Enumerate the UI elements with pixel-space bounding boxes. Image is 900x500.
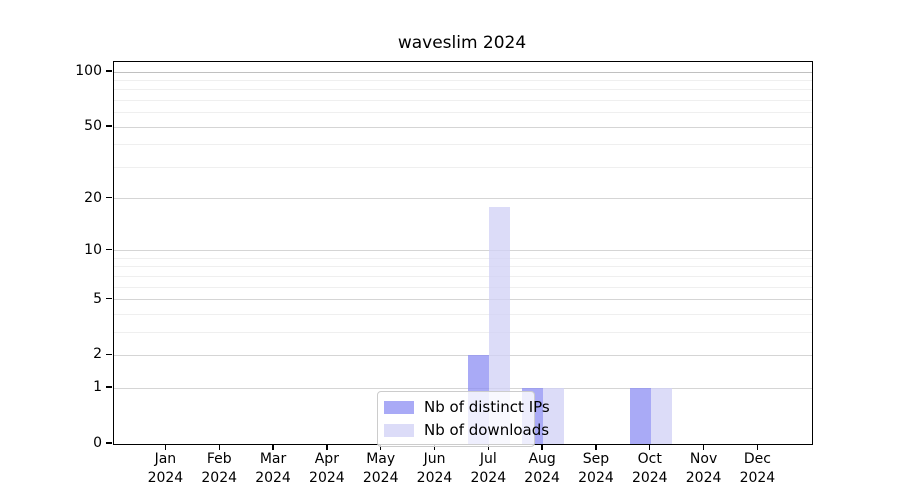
x-tick-label: Nov 2024: [685, 451, 722, 486]
x-axis-tick: [433, 444, 436, 450]
y-tick-label: 50: [84, 118, 102, 135]
legend-swatch-downloads: [384, 423, 414, 437]
x-axis-tick: [218, 444, 220, 450]
x-tick-label: Feb 2024: [201, 451, 238, 486]
x-axis-tick: [487, 444, 489, 450]
bar-downloads: [489, 206, 511, 444]
gridline-minor: [114, 313, 812, 315]
gridline-minor: [114, 286, 812, 288]
bar-downloads: [543, 388, 565, 444]
x-axis-tick: [164, 444, 167, 450]
bar-downloads: [650, 388, 672, 444]
y-axis-tick: [105, 196, 112, 199]
gridline-minor: [114, 99, 812, 101]
gridline-minor: [114, 266, 812, 268]
x-tick-label: Jan 2024: [147, 451, 184, 486]
x-tick-label: Sep 2024: [578, 451, 614, 486]
legend-item-downloads: Nb of downloads: [384, 421, 549, 439]
x-tick-label: May 2024: [362, 451, 399, 486]
x-tick-label: Apr 2024: [309, 451, 345, 486]
legend-swatch-distinct-ips: [384, 400, 414, 414]
y-tick-label: 2: [93, 346, 102, 363]
gridline-major: [114, 299, 812, 301]
plot-area: [113, 61, 813, 445]
y-tick-label: 20: [84, 189, 102, 206]
gridline-major: [114, 198, 812, 200]
gridline-minor: [114, 112, 812, 114]
x-axis-tick: [541, 444, 543, 450]
x-axis-tick: [649, 444, 651, 450]
gridline-major: [114, 71, 812, 73]
bar-distinct-ips: [629, 388, 651, 444]
x-axis-tick: [380, 444, 382, 450]
gridline-major: [114, 387, 812, 389]
y-tick-label: 1: [93, 379, 102, 396]
y-axis-tick: [105, 297, 112, 300]
gridline-major: [114, 250, 812, 252]
y-axis-tick: [105, 125, 112, 127]
y-axis-tick: [105, 249, 112, 251]
gridline-major: [114, 126, 812, 128]
x-tick-label: Aug 2024: [524, 451, 560, 486]
gridline-major: [114, 354, 812, 356]
legend: Nb of distinct IPs Nb of downloads: [377, 391, 550, 447]
x-axis-tick: [272, 444, 274, 450]
x-axis-tick: [326, 444, 328, 450]
gridline-minor: [114, 331, 812, 333]
gridline-minor: [114, 144, 812, 146]
chart-title: waveslim 2024: [397, 33, 527, 53]
gridline-minor: [114, 275, 812, 277]
x-axis-tick: [702, 444, 705, 450]
x-axis-tick: [756, 444, 759, 450]
y-tick-label: 5: [93, 290, 102, 307]
gridline-minor: [114, 166, 812, 168]
gridline-minor: [114, 89, 812, 91]
y-tick-label: 0: [93, 435, 102, 451]
y-axis-tick: [105, 353, 112, 356]
x-axis-tick: [595, 444, 597, 450]
y-tick-label: 10: [84, 241, 102, 258]
x-tick-label: Dec 2024: [739, 451, 776, 486]
gridline-minor: [114, 79, 812, 81]
y-axis-tick: [105, 386, 112, 388]
legend-label-downloads: Nb of downloads: [424, 421, 550, 439]
x-tick-label: Oct 2024: [631, 451, 668, 486]
y-axis-tick: [105, 442, 112, 444]
x-tick-label: Jul 2024: [470, 451, 507, 486]
y-axis-tick: [105, 70, 112, 72]
x-tick-label: Mar 2024: [255, 451, 291, 486]
legend-label-distinct-ips: Nb of distinct IPs: [424, 398, 550, 416]
legend-item-distinct-ips: Nb of distinct IPs: [384, 398, 550, 416]
gridline-minor: [114, 257, 812, 259]
y-tick-label: 100: [75, 63, 102, 79]
x-tick-label: Jun 2024: [416, 451, 453, 486]
